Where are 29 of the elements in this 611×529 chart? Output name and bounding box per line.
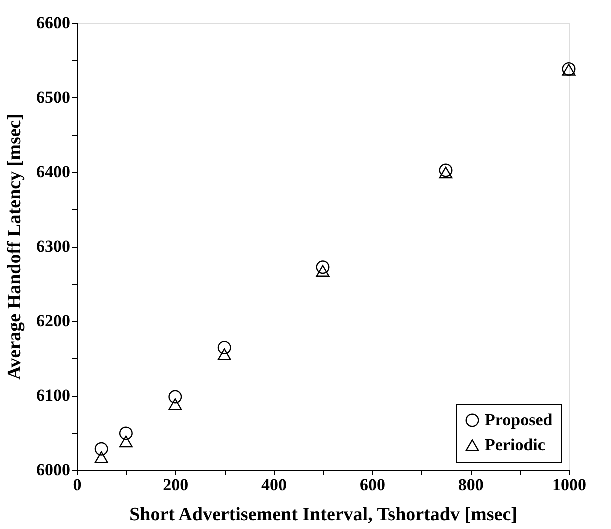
x-tick-label: 1000	[552, 476, 586, 494]
point	[119, 436, 133, 448]
x-tick-label: 400	[262, 476, 288, 494]
point	[168, 390, 182, 404]
y-tick-label: 6000	[36, 460, 70, 480]
x-axis-title: Short Advertisement Interval, Tshortadv [msec]	[130, 504, 518, 526]
point	[316, 260, 330, 274]
point	[316, 265, 330, 277]
x-tick-label: 800	[458, 476, 484, 494]
point	[218, 341, 232, 355]
point	[94, 451, 108, 464]
y-axis-title: Average Handoff Latency [msec]	[4, 114, 26, 380]
x-tick-label: 0	[73, 476, 82, 494]
legend-label: Proposed	[485, 410, 554, 430]
legend-label: Periodic	[485, 436, 546, 454]
point	[168, 398, 182, 410]
point	[94, 442, 108, 456]
x-tick-label: 200	[163, 476, 189, 494]
y-tick-label: 6500	[36, 88, 70, 107]
y-tick-label: 6300	[36, 237, 70, 256]
y-tick-label: 6100	[36, 386, 70, 405]
point	[119, 426, 133, 440]
point	[439, 166, 453, 179]
y-tick-label: 6600	[36, 14, 70, 32]
point	[439, 164, 453, 178]
point	[218, 348, 232, 360]
x-tick-label: 600	[360, 476, 386, 494]
y-tick-label: 6200	[36, 312, 70, 330]
y-tick-label: 6400	[36, 162, 70, 182]
